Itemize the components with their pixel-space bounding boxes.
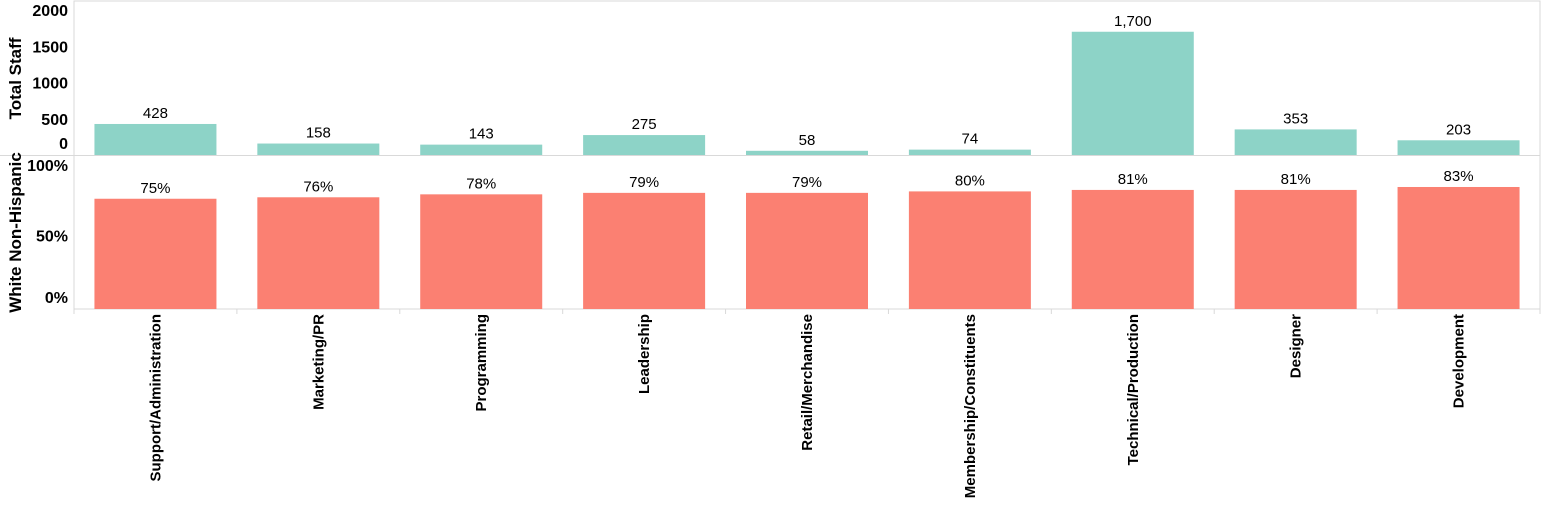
bar-total-staff: [1071, 31, 1194, 155]
data-label: 76%: [303, 178, 333, 195]
data-label: 275: [632, 116, 657, 133]
x-category-label: Development: [1451, 314, 1468, 408]
x-category-label: Programming: [473, 314, 490, 412]
y-tick-label: 1500: [32, 39, 68, 56]
data-label: 203: [1446, 121, 1471, 138]
data-label: 353: [1283, 110, 1308, 127]
bar-total-staff: [908, 149, 1031, 155]
y-tick-label: 500: [41, 112, 68, 129]
data-label: 74: [962, 131, 979, 148]
x-category-label: Retail/Merchandise: [799, 314, 816, 451]
category-axis: Support/Administration Marketing/PR Progra…: [73, 309, 1541, 498]
x-category-label: Leadership: [636, 314, 653, 394]
data-label: 143: [469, 126, 494, 143]
data-label: 428: [143, 105, 168, 122]
bar-total-staff: [746, 150, 868, 155]
data-label: 158: [306, 125, 331, 142]
bar-white-non-hispanic: [420, 194, 543, 309]
data-label: 80%: [955, 172, 985, 189]
data-label: 79%: [629, 174, 659, 191]
bar-white-non-hispanic: [1234, 189, 1357, 309]
y-tick-label: 50%: [36, 229, 68, 246]
bar-white-non-hispanic: [583, 192, 706, 309]
bar-total-staff: [583, 135, 706, 155]
x-category-label: Technical/Production: [1125, 314, 1142, 465]
bar-white-non-hispanic: [908, 191, 1031, 309]
chart-panels: Total Staff 0 500 1000 1500 2000 428 158 143 275 5…: [0, 0, 1541, 313]
panel-total-staff: Total Staff 0 500 1000 1500 2000 428 158 143 275 5…: [6, 3, 1520, 155]
bar-total-staff: [420, 144, 543, 155]
bar-white-non-hispanic: [746, 192, 868, 309]
data-label: 1,700: [1114, 13, 1152, 30]
y-tick-label: 2000: [32, 3, 68, 20]
x-category-label: Designer: [1288, 314, 1305, 378]
bar-total-staff: [1397, 140, 1520, 155]
x-category-label: Support/Administration: [147, 314, 164, 482]
data-label: 81%: [1118, 171, 1148, 188]
panel-white-non-hispanic: White Non-Hispanic 0% 50% 100% 75% 76% 78% 79% 7…: [6, 152, 1520, 313]
bar-white-non-hispanic: [1071, 189, 1194, 309]
bar-white-non-hispanic: [1397, 186, 1520, 309]
y-tick-label: 0: [59, 136, 68, 153]
x-category-label: Marketing/PR: [310, 314, 327, 410]
y-axis-title: White Non-Hispanic: [6, 152, 25, 313]
y-tick-label: 1000: [32, 76, 68, 93]
bar-total-staff: [257, 143, 380, 155]
bar-total-staff: [94, 123, 217, 155]
data-label: 81%: [1281, 171, 1311, 188]
data-label: 58: [799, 132, 816, 149]
bar-white-non-hispanic: [94, 198, 217, 309]
data-label: 78%: [466, 175, 496, 192]
y-axis-title: Total Staff: [6, 37, 25, 119]
data-label: 83%: [1444, 168, 1474, 185]
x-category-label: Membership/Constituents: [962, 314, 979, 498]
y-tick-label: 0%: [45, 290, 68, 307]
bar-white-non-hispanic: [257, 197, 380, 309]
y-tick-label: 100%: [27, 158, 68, 175]
bar-total-staff: [1234, 129, 1357, 155]
data-label: 75%: [140, 180, 170, 197]
data-label: 79%: [792, 174, 822, 191]
